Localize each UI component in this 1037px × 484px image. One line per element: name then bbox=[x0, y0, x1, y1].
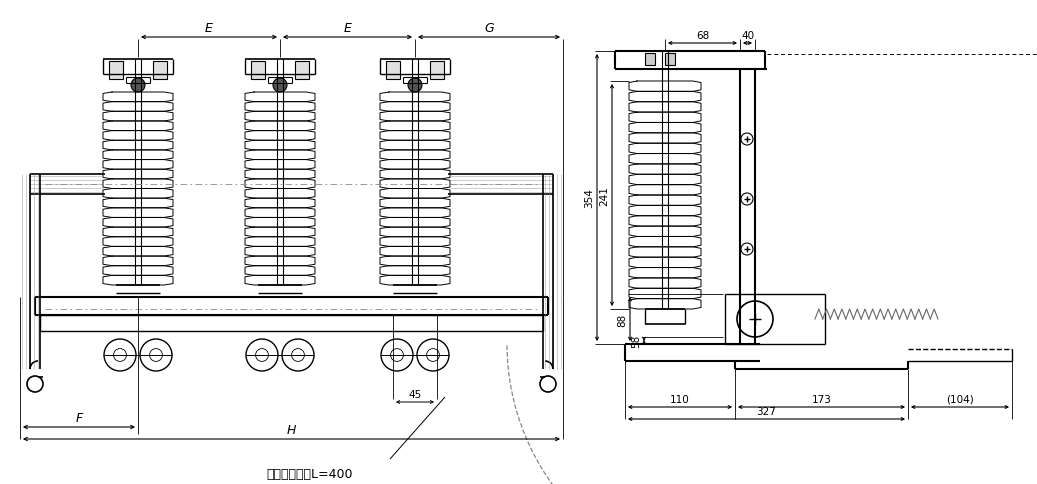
Bar bbox=[386, 62, 400, 80]
Bar bbox=[430, 62, 444, 80]
Bar bbox=[645, 54, 655, 66]
Text: 241: 241 bbox=[599, 186, 609, 206]
Text: (104): (104) bbox=[946, 394, 974, 404]
Circle shape bbox=[408, 79, 422, 93]
Text: 58: 58 bbox=[630, 334, 641, 348]
Text: 40: 40 bbox=[741, 31, 754, 41]
Text: 173: 173 bbox=[812, 394, 832, 404]
Bar bbox=[251, 62, 265, 80]
Circle shape bbox=[131, 79, 145, 93]
Text: 45: 45 bbox=[409, 389, 422, 399]
Text: 354: 354 bbox=[584, 188, 594, 208]
Text: 68: 68 bbox=[696, 31, 709, 41]
Text: 软连接两孔距L=400: 软连接两孔距L=400 bbox=[267, 467, 354, 480]
Bar bbox=[295, 62, 309, 80]
Text: E: E bbox=[205, 22, 213, 35]
Text: 327: 327 bbox=[757, 406, 777, 416]
Bar bbox=[109, 62, 123, 80]
Text: H: H bbox=[287, 423, 297, 436]
Text: 110: 110 bbox=[670, 394, 690, 404]
Text: G: G bbox=[484, 22, 494, 35]
Text: E: E bbox=[343, 22, 352, 35]
Circle shape bbox=[273, 79, 287, 93]
Text: 88: 88 bbox=[617, 313, 627, 326]
Text: F: F bbox=[76, 411, 83, 424]
Bar bbox=[153, 62, 167, 80]
Bar bbox=[665, 54, 675, 66]
